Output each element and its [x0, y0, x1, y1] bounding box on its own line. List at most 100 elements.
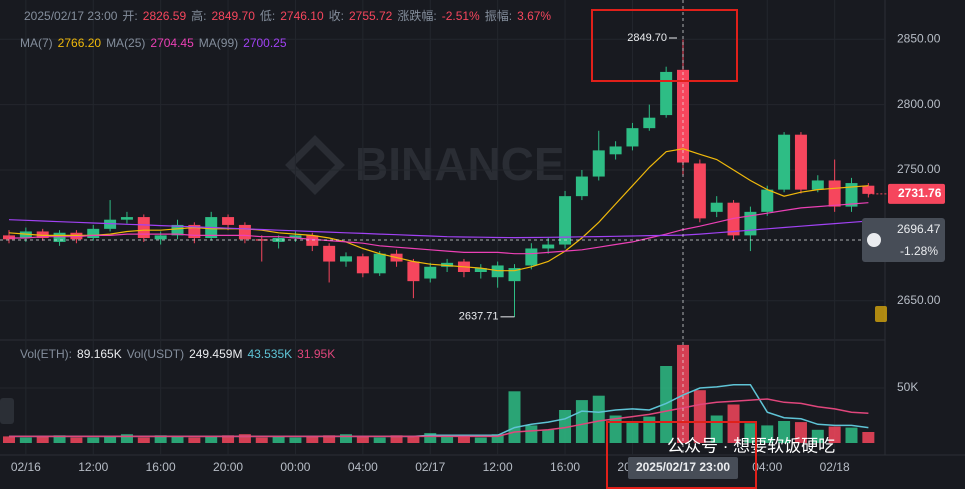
candle-body	[289, 235, 302, 238]
volume-bar	[491, 434, 504, 443]
candle-body	[491, 265, 504, 278]
volume-bar	[693, 390, 706, 443]
volume-bar	[340, 434, 352, 443]
header-time: 2025/02/17 23:00	[24, 8, 118, 23]
header-label: 低:	[259, 9, 276, 23]
x-tick-label: 20:00	[213, 460, 243, 474]
header-label: 收:	[328, 9, 344, 23]
ma-value: 2700.25	[243, 36, 287, 50]
ma-value: 2766.20	[57, 36, 102, 50]
volume-bar	[104, 436, 117, 443]
volume-bar	[626, 421, 639, 443]
settings-icon[interactable]	[875, 306, 887, 322]
crosshair-time-box	[628, 457, 738, 479]
ma-name: MA(7)	[20, 36, 53, 50]
x-tick-label: 16:00	[146, 460, 176, 474]
collapse-button[interactable]	[0, 398, 14, 424]
volume-bar	[137, 437, 150, 443]
ma-line	[8, 219, 869, 239]
watermark: BINANCE	[355, 138, 565, 190]
x-tick-label: 02/17	[415, 460, 445, 474]
volume-bar	[794, 422, 807, 443]
volume-bar	[289, 437, 302, 443]
volume-bar	[828, 426, 841, 443]
ma-name: MA(99)	[198, 36, 239, 50]
candle-body	[845, 183, 858, 207]
header-value: 2755.72	[348, 8, 393, 23]
candle-body	[53, 232, 66, 242]
candle-body	[474, 268, 487, 272]
y-tick-label: 50K	[897, 380, 918, 394]
volume-bar	[761, 425, 774, 443]
candle-body	[3, 235, 15, 240]
candle-body	[727, 202, 740, 236]
volume-bar	[474, 437, 487, 443]
volume-quote-name: Vol(USDT)	[126, 347, 185, 361]
crosshair-change: -1.28%	[900, 244, 938, 258]
ohlc-header: 2025/02/17 23:00 开: 2826.59 高: 2849.70 低: 274…	[24, 7, 551, 24]
ma-line	[8, 148, 869, 272]
add-alert-icon[interactable]	[867, 233, 881, 248]
volume-bar	[356, 436, 369, 443]
header-value: -2.51%	[441, 8, 480, 23]
candle-body	[19, 231, 32, 238]
volume-ma-value: 43.535K	[247, 347, 293, 361]
volume-bar	[205, 436, 218, 443]
candle-body	[761, 189, 774, 212]
watermark-logo	[285, 135, 345, 195]
y-tick-label: 2750.00	[897, 162, 941, 176]
candle-body	[643, 117, 656, 129]
candle-body	[171, 224, 184, 236]
header-label: 涨跌幅:	[397, 9, 437, 23]
volume-bar	[36, 436, 49, 443]
ma-value: 2704.45	[150, 36, 194, 50]
crosshair-time: 2025/02/17 23:00	[636, 460, 730, 474]
x-tick-label: 16:00	[550, 460, 580, 474]
candle-body	[862, 185, 875, 194]
candle-body	[137, 217, 150, 238]
candle-body	[592, 150, 605, 177]
candle-body	[693, 163, 706, 219]
candle-body	[441, 262, 454, 267]
crosshair-price: 2696.47	[897, 222, 941, 236]
volume-bar	[188, 437, 201, 443]
volume-bar	[3, 436, 15, 443]
credit-watermark: 公众号 · 想要软饭硬吃	[667, 436, 835, 455]
candle-body	[238, 224, 251, 240]
candle-body	[104, 219, 117, 229]
volume-bar	[457, 435, 470, 443]
current-price-label: 2731.76	[898, 186, 942, 200]
candle-body	[828, 180, 841, 207]
candle-body	[120, 217, 133, 220]
candle-body	[70, 232, 83, 240]
volume-bar	[727, 404, 740, 443]
annotation-high: 2849.70	[627, 32, 667, 44]
volume-bar	[154, 435, 167, 443]
volume-bar	[70, 437, 83, 443]
volume-bar	[525, 425, 538, 443]
volume-bar	[120, 434, 133, 443]
current-price-tag	[888, 183, 945, 204]
volume-bar	[845, 427, 858, 443]
volume-bar	[272, 436, 285, 443]
volume-bar	[575, 400, 588, 443]
logo-shape	[285, 135, 345, 195]
volume-bar	[542, 429, 555, 443]
volume-bar	[744, 423, 757, 443]
ma-name: MA(25)	[106, 36, 146, 50]
ma-legend: MA(7) 2766.20 MA(25) 2704.45 MA(99) 2700.25	[20, 36, 287, 50]
ma-line	[9, 202, 869, 255]
x-tick-label: 04:00	[348, 460, 378, 474]
header-label: 振幅:	[484, 9, 513, 23]
x-tick-label: 12:00	[78, 460, 108, 474]
header-label: 开:	[122, 9, 138, 23]
candle-body	[575, 176, 588, 197]
crosshair-price-box	[862, 218, 945, 263]
y-tick-label: 2800.00	[897, 97, 941, 111]
x-tick-label: 04:00	[752, 460, 782, 474]
candle-body	[340, 256, 352, 262]
candle-body	[323, 245, 336, 262]
candle-body	[222, 217, 235, 225]
